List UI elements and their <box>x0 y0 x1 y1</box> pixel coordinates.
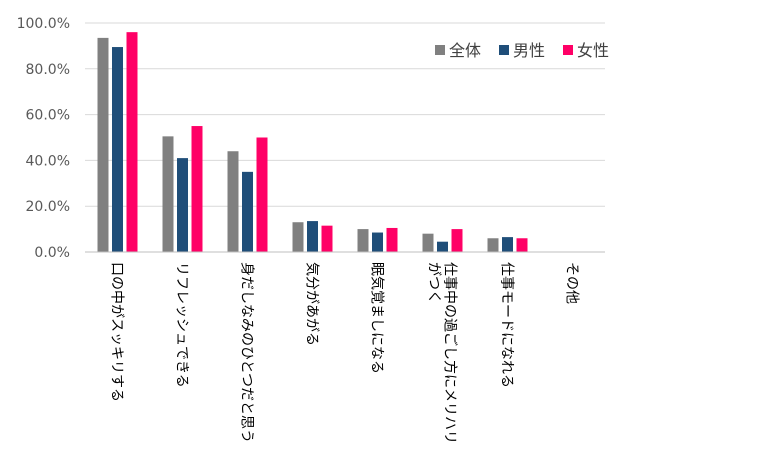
category-label: 眠気覚ましになる <box>369 262 385 374</box>
bar-男性-3 <box>307 221 318 252</box>
bar-全体-6 <box>487 238 499 252</box>
bar-全体-0 <box>97 37 109 253</box>
y-tick-label: 100.0% <box>17 16 70 32</box>
x-axis-category-labels: 口の中がスッキリする リフレッシュできる 身だしなみのひとつだと思う 気分があがる 眠気… <box>109 262 580 444</box>
category-label: 仕事中の過ごし方にメリハリ <box>442 262 458 444</box>
bar-女性-1 <box>191 126 203 252</box>
legend: 全体 男性 女性 <box>435 41 609 60</box>
bar-男性-4 <box>372 232 383 252</box>
y-tick-label: 60.0% <box>26 108 70 124</box>
y-axis-tick-labels: 0.0% 20.0% 40.0% 60.0% 80.0% 100.0% <box>17 16 70 261</box>
legend-swatch-女性 <box>563 45 573 55</box>
y-tick-label: 20.0% <box>26 199 70 215</box>
bar-女性-0 <box>126 32 138 252</box>
bar-全体-3 <box>292 222 304 252</box>
category-label: リフレッシュできる <box>174 262 190 388</box>
legend-label: 全体 <box>449 41 481 60</box>
bar-全体-2 <box>227 151 239 252</box>
bar-女性-6 <box>516 238 528 252</box>
category-label: 口の中がスッキリする <box>109 262 125 402</box>
legend-swatch-男性 <box>499 45 509 55</box>
bar-全体-1 <box>162 136 174 252</box>
bar-女性-2 <box>256 137 268 252</box>
category-label: がつく <box>426 262 442 304</box>
bar-男性-1 <box>177 158 188 252</box>
legend-label: 女性 <box>577 41 609 60</box>
category-label: その他 <box>564 262 580 304</box>
bar-男性-5 <box>437 241 448 252</box>
bar-男性-2 <box>242 171 253 252</box>
category-label: 気分があがる <box>304 262 320 346</box>
bar-全体-5 <box>422 233 434 252</box>
legend-label: 男性 <box>513 41 545 60</box>
bar-女性-4 <box>386 227 398 252</box>
category-label: 仕事モードになれる <box>499 262 515 388</box>
bars <box>97 32 528 253</box>
bar-男性-6 <box>502 237 513 252</box>
bar-男性-0 <box>112 47 123 252</box>
y-tick-label: 40.0% <box>26 153 70 169</box>
legend-swatch-全体 <box>435 45 445 55</box>
y-tick-label: 0.0% <box>34 245 70 261</box>
bar-全体-4 <box>357 229 369 252</box>
bar-女性-5 <box>451 229 463 252</box>
bar-女性-3 <box>321 225 333 252</box>
category-label: 身だしなみのひとつだと思う <box>239 262 255 443</box>
y-tick-label: 80.0% <box>26 62 70 78</box>
